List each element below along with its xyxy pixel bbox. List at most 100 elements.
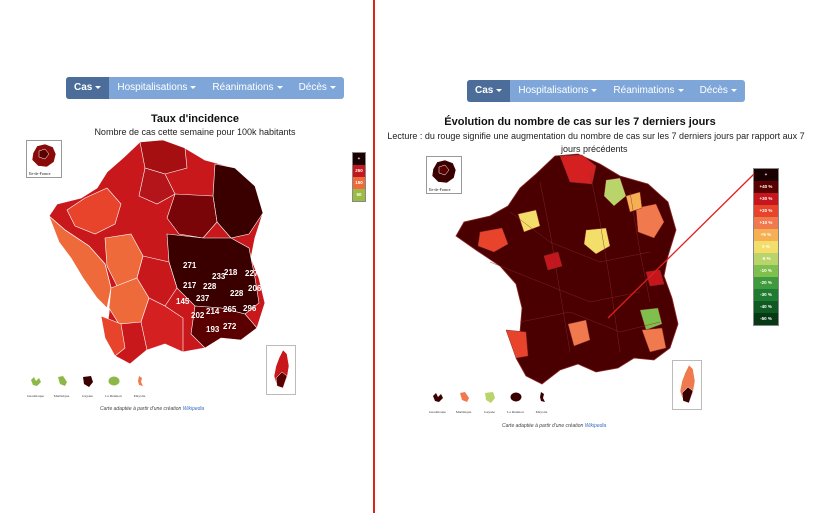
overseas-guyane[interactable]: Guyane: [76, 374, 99, 398]
value-label: 265: [223, 305, 237, 314]
overseas-mayotte[interactable]: Mayotte: [128, 374, 151, 398]
value-label: 296: [243, 304, 257, 313]
left-map-title: Taux d'incidence: [151, 113, 239, 125]
mayotte-shape: [137, 376, 143, 386]
nav-cas[interactable]: Cas: [467, 80, 511, 102]
value-label: 228: [203, 282, 217, 291]
value-label: 218: [224, 268, 238, 277]
overseas-shape: [459, 392, 469, 402]
chevron-down-icon: [591, 88, 598, 92]
credit-text: Carte adaptée à partir d'une création: [100, 406, 182, 412]
wikipedia-link[interactable]: Wikipedia: [182, 406, 205, 412]
overseas-shape: [484, 392, 495, 403]
legend-cell: +: [353, 153, 365, 165]
chevron-down-icon: [496, 88, 503, 92]
martinique-shape: [57, 376, 67, 386]
nav-hospitalisations[interactable]: Hospitalisations: [109, 77, 204, 99]
overseas-martinique[interactable]: Martinique: [452, 390, 475, 414]
chevron-down-icon: [730, 88, 737, 92]
right-nav-bar: Cas Hospitalisations Réanimations Décès: [467, 80, 745, 102]
value-label: 233: [212, 272, 226, 281]
overseas-shape: [539, 392, 545, 402]
legend-cell: 50: [353, 189, 365, 201]
legend-cell: 150: [353, 177, 365, 189]
value-label: 193: [206, 325, 220, 334]
idf-inset-label: Ile-de-France: [429, 187, 451, 192]
nav-cas[interactable]: Cas: [66, 77, 110, 99]
chevron-down-icon: [276, 85, 283, 89]
value-label: 217: [183, 281, 197, 290]
overseas-guadeloupe[interactable]: Guadeloupe: [426, 390, 449, 414]
reunion-shape: [108, 376, 119, 386]
legend-cell: +40 %: [754, 181, 778, 193]
value-label: 271: [183, 261, 197, 270]
overseas-martinique[interactable]: Martinique: [50, 374, 73, 398]
idf-inset-map: [431, 159, 457, 184]
legend-cell: +30 %: [754, 193, 778, 205]
chevron-down-icon: [329, 85, 336, 89]
right-corsica-box[interactable]: [672, 360, 702, 410]
guyane-shape: [484, 392, 495, 403]
right-france-map[interactable]: [450, 152, 682, 392]
overseas-label: Guadeloupe: [429, 410, 446, 414]
nav-deces[interactable]: Décès: [291, 77, 344, 99]
reunion-shape: [510, 392, 521, 402]
overseas-label: La Réunion: [507, 410, 524, 414]
right-idf-inset[interactable]: Ile-de-France: [426, 156, 462, 194]
overseas-la-reunion[interactable]: La Réunion: [504, 390, 527, 414]
overseas-guyane[interactable]: Guyane: [478, 390, 501, 414]
left-nav-bar: Cas Hospitalisations Réanimations Décès: [66, 77, 344, 99]
guyane-shape: [82, 376, 93, 387]
overseas-label: Guyane: [82, 394, 93, 398]
legend-cell: -40 %: [754, 301, 778, 313]
wikipedia-link[interactable]: Wikipedia: [584, 423, 607, 429]
value-label: 227: [245, 269, 259, 278]
right-map-title: Évolution du nombre de cas sur les 7 der…: [444, 116, 716, 128]
right-overseas-row: Guadeloupe Martinique Guyane La Réunion …: [426, 390, 553, 414]
value-label: 145: [176, 297, 190, 306]
corsica-map: [273, 349, 290, 389]
chevron-down-icon: [677, 88, 684, 92]
value-label: 237: [196, 294, 210, 303]
legend-cell: -50 %: [754, 313, 778, 325]
arrow-line: [607, 173, 755, 319]
overseas-label: Guadeloupe: [27, 394, 44, 398]
left-map-subtitle: Nombre de cas cette semaine pour 100k ha…: [94, 127, 296, 137]
subtitle-line: jours précédents: [561, 144, 628, 154]
legend-cell: +10 %: [754, 217, 778, 229]
idf-inset-map: [31, 143, 57, 168]
chevron-down-icon: [95, 85, 102, 89]
idf-inset-label: Ile-de-France: [29, 171, 51, 176]
value-label: 206: [248, 284, 262, 293]
legend-cell: -30 %: [754, 289, 778, 301]
value-label: 214: [206, 307, 220, 316]
overseas-label: Martinique: [455, 410, 472, 414]
left-credit: Carte adaptée à partir d'une création Wi…: [100, 406, 204, 412]
overseas-la-reunion[interactable]: La Réunion: [102, 374, 125, 398]
nav-deces[interactable]: Décès: [692, 80, 745, 102]
nav-hospitalisations[interactable]: Hospitalisations: [510, 80, 605, 102]
overseas-shape: [30, 377, 41, 386]
left-france-map[interactable]: 271 217 145 237 228 202 214 193 233 218 …: [45, 138, 270, 370]
panel-divider: [373, 0, 375, 513]
overseas-shape: [432, 393, 443, 402]
nav-reanimations[interactable]: Réanimations: [204, 77, 290, 99]
left-idf-inset[interactable]: Ile-de-France: [26, 140, 62, 178]
credit-text: Carte adaptée à partir d'une création: [502, 423, 584, 429]
overseas-guadeloupe[interactable]: Guadeloupe: [24, 374, 47, 398]
left-legend: + 250 150 50: [352, 152, 366, 202]
legend-cell: +5 %: [754, 229, 778, 241]
overseas-shape: [82, 376, 93, 387]
left-corsica-box[interactable]: [266, 345, 296, 395]
overseas-shape: [137, 376, 143, 386]
overseas-label: Mayotte: [133, 394, 146, 398]
overseas-mayotte[interactable]: Mayotte: [530, 390, 553, 414]
subtitle-line: Lecture : du rouge signifie une augmenta…: [387, 131, 805, 141]
legend-cell: -10 %: [754, 265, 778, 277]
overseas-label: Martinique: [53, 394, 70, 398]
guadeloupe-shape: [432, 393, 443, 402]
value-label: 202: [191, 311, 205, 320]
right-credit: Carte adaptée à partir d'une création Wi…: [502, 423, 606, 429]
nav-reanimations[interactable]: Réanimations: [605, 80, 691, 102]
